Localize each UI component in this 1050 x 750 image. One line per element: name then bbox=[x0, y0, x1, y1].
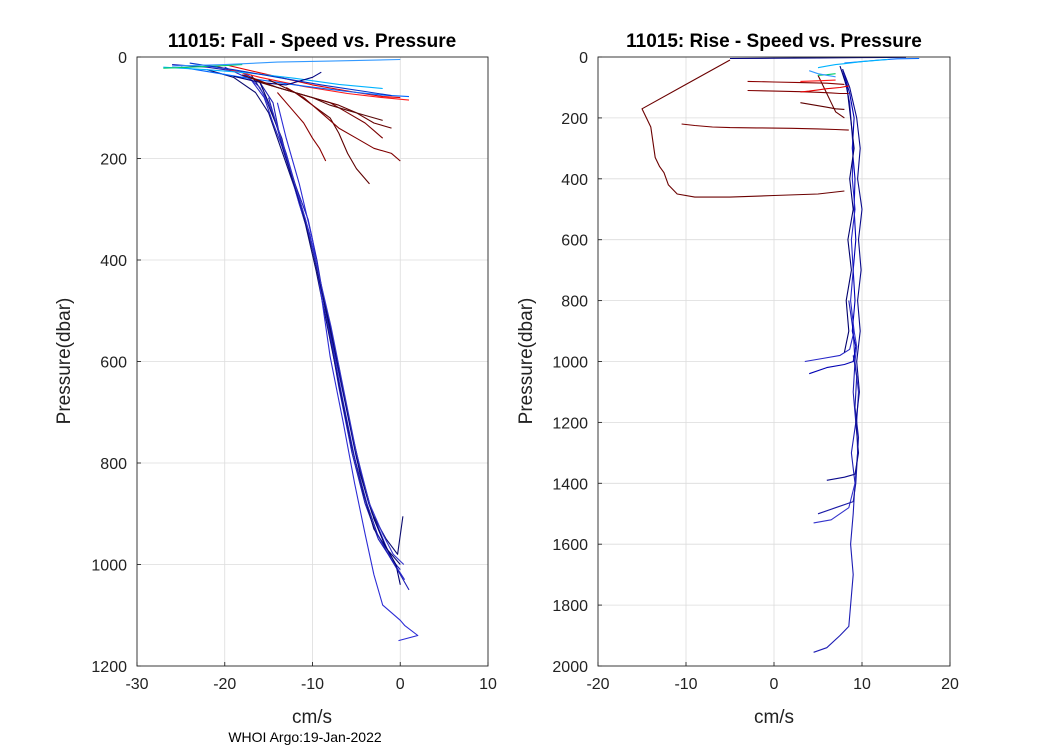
rise-chart-title: 11015: Rise - Speed vs. Pressure bbox=[626, 31, 922, 52]
fall-chart-title: 11015: Fall - Speed vs. Pressure bbox=[168, 31, 456, 52]
series-rise-surface-red-2 bbox=[800, 79, 836, 82]
rise-y-tick-label: 200 bbox=[561, 111, 588, 128]
series-fall-surface-azure-1 bbox=[172, 58, 401, 67]
rise-chart: -20 -10 0 10 2002004006008001000120014001600… bbox=[516, 31, 959, 728]
rise-y-tick-label: 1200 bbox=[552, 415, 588, 432]
rise-y-tick-label: 1600 bbox=[552, 537, 588, 554]
series-fall-deep-7 bbox=[241, 71, 405, 565]
series-fall-surface-cyan-1 bbox=[163, 66, 383, 90]
rise-y-tick-label: 600 bbox=[561, 233, 588, 250]
series-rise-surface-navy-1 bbox=[729, 56, 907, 60]
series-fall-brown-6 bbox=[259, 81, 383, 121]
footer-credit: WHOI Argo:19-Jan-2022 bbox=[228, 729, 382, 745]
rise-x-tick-label: 0 bbox=[770, 676, 779, 693]
series-rise-surface-green-1 bbox=[817, 73, 836, 76]
fall-y-tick-label: 400 bbox=[100, 253, 127, 270]
fall-x-tick-label: -10 bbox=[301, 676, 324, 693]
fall-y-tick-label: 200 bbox=[100, 152, 127, 169]
rise-y-tick-label: 1800 bbox=[552, 598, 588, 615]
fall-y-tick-label: 600 bbox=[100, 355, 127, 372]
rise-x-tick-label: -10 bbox=[674, 676, 697, 693]
fall-series bbox=[163, 58, 419, 642]
fall-x-axis-label: cm/s bbox=[292, 707, 332, 728]
series-fall-surface-green-1 bbox=[163, 64, 243, 69]
rise-x-tick-label: -20 bbox=[586, 676, 609, 693]
rise-y-tick-label: 1400 bbox=[552, 476, 588, 493]
rise-y-tick-label: 800 bbox=[561, 294, 588, 311]
fall-x-tick-label: -20 bbox=[213, 676, 236, 693]
fall-y-axis-label: Pressure(dbar) bbox=[54, 298, 75, 425]
fall-y-tick-label: 800 bbox=[100, 456, 127, 473]
fall-y-tick-label: 0 bbox=[118, 50, 127, 67]
series-fall-brown-5 bbox=[276, 92, 327, 162]
series-fall-deep-2 bbox=[207, 69, 401, 565]
series-fall-deep-long bbox=[276, 102, 419, 642]
fall-x-tick-label: -30 bbox=[125, 676, 148, 693]
series-rise-deep-4 bbox=[839, 65, 855, 353]
rise-y-tick-label: 1000 bbox=[552, 355, 588, 372]
series-rise-deep-7 bbox=[826, 69, 863, 481]
rise-ticks: -20 -10 0 10 2002004006008001000120014001600… bbox=[552, 50, 959, 693]
rise-x-tick-label: 10 bbox=[853, 676, 871, 693]
rise-y-tick-label: 2000 bbox=[552, 659, 588, 676]
series-fall-surface-navy-1 bbox=[233, 71, 322, 86]
fall-y-tick-label: 1200 bbox=[91, 659, 127, 676]
rise-y-axis-label: Pressure(dbar) bbox=[516, 298, 537, 425]
rise-x-axis-label: cm/s bbox=[754, 707, 794, 728]
series-rise-deep-3 bbox=[804, 69, 856, 363]
series-rise-brown-2 bbox=[681, 123, 849, 131]
series-rise-surface-azure-1 bbox=[809, 70, 836, 78]
series-rise-brown-6 bbox=[747, 80, 845, 85]
series-fall-surface-red-2 bbox=[215, 65, 410, 101]
rise-y-tick-label: 400 bbox=[561, 172, 588, 189]
fall-x-tick-label: 10 bbox=[479, 676, 497, 693]
rise-series bbox=[641, 56, 920, 653]
series-rise-brown-big bbox=[641, 59, 845, 198]
series-fall-surface-red-1 bbox=[224, 64, 401, 99]
fall-y-tick-label: 1000 bbox=[91, 558, 127, 575]
series-rise-surface-red-1 bbox=[800, 85, 849, 93]
series-fall-brown-3 bbox=[285, 87, 401, 162]
series-rise-brown-4 bbox=[800, 102, 845, 110]
rise-y-tick-label: 0 bbox=[579, 50, 588, 67]
rise-x-tick-label: 20 bbox=[941, 676, 959, 693]
series-rise-brown-3 bbox=[747, 89, 849, 95]
fall-x-tick-label: 0 bbox=[396, 676, 405, 693]
series-rise-surface-cyan-1 bbox=[817, 58, 889, 69]
